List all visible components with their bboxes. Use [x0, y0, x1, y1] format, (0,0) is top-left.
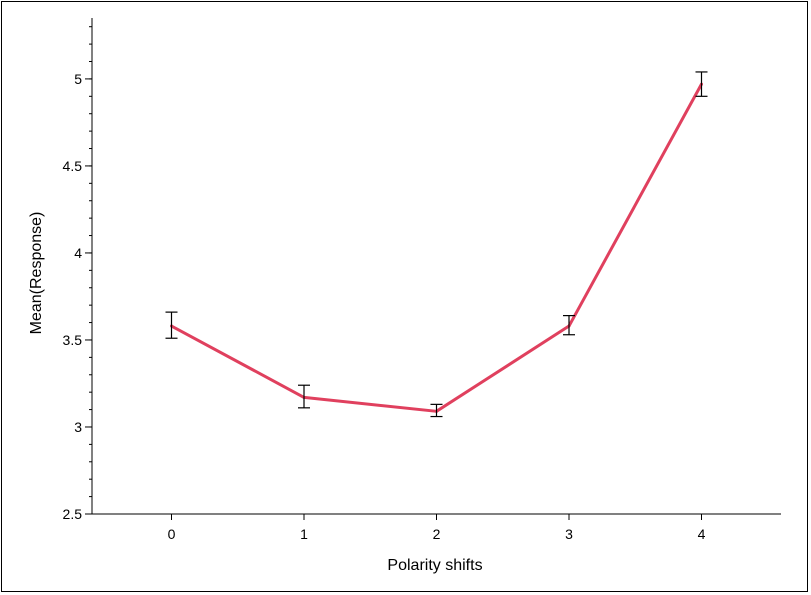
error-bar [298, 384, 310, 409]
error-bar [430, 403, 443, 418]
series-group [170, 82, 703, 413]
y-axis-title: Mean(Response) [28, 212, 45, 335]
x-ticks: 0 1 2 3 4 [168, 514, 706, 542]
y-ticks: 2.5 3 3.5 4 4.5 5 [63, 26, 92, 522]
x-tick-label: 1 [300, 526, 308, 542]
y-tick-label: 3 [74, 419, 82, 435]
y-tick-label: 3.5 [63, 332, 83, 348]
error-bar [563, 315, 575, 336]
error-bar [695, 71, 708, 97]
x-tick-label: 4 [698, 526, 706, 542]
error-bars [165, 71, 708, 418]
x-tick-label: 2 [433, 526, 441, 542]
x-tick-label: 0 [168, 526, 176, 542]
y-tick-label: 4.5 [63, 158, 83, 174]
axes [91, 18, 781, 515]
x-tick-label: 3 [565, 526, 573, 542]
y-tick-label: 5 [74, 71, 82, 87]
y-tick-label: 4 [74, 245, 82, 261]
error-bar [165, 311, 178, 339]
y-tick-label: 2.5 [63, 506, 83, 522]
series-line [170, 83, 703, 413]
x-axis-title: Polarity shifts [387, 557, 482, 574]
